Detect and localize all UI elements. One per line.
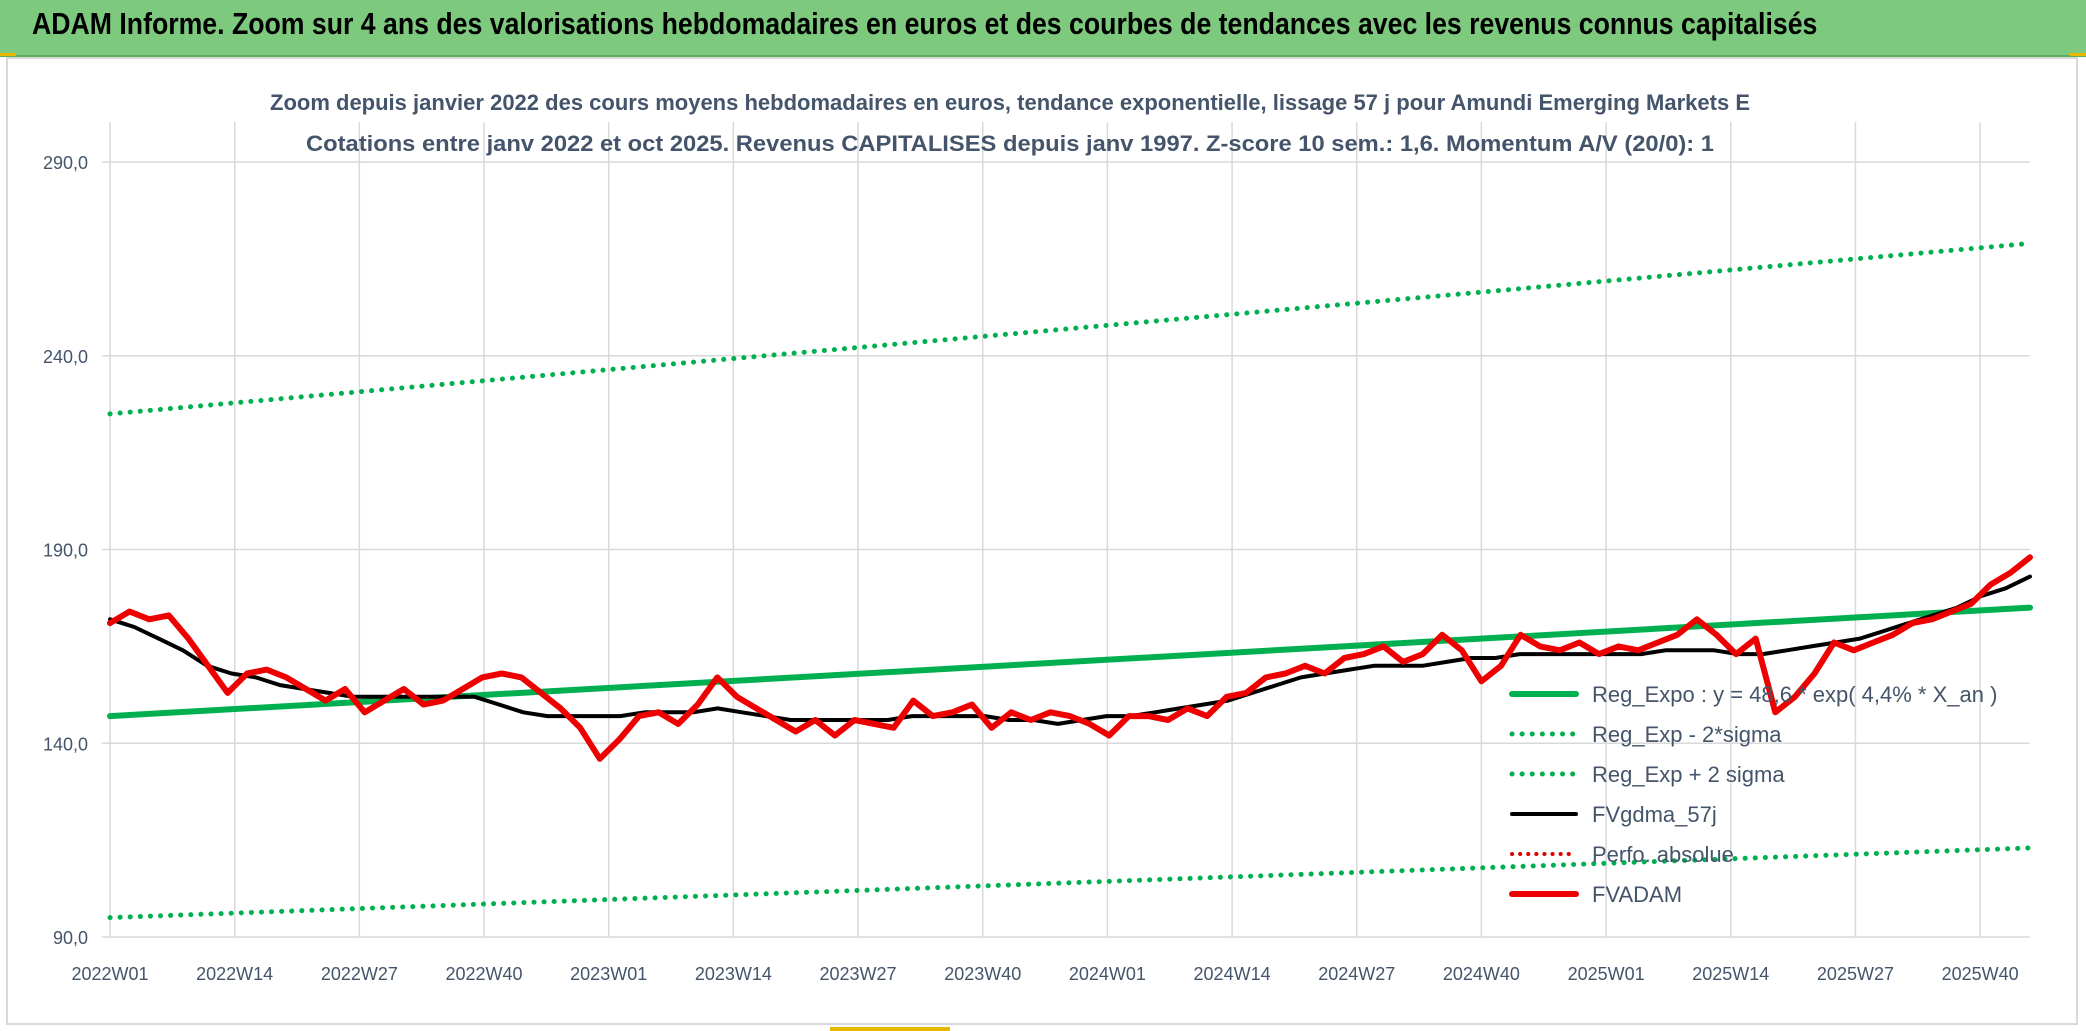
- banner-corner-left: [0, 53, 16, 56]
- x-tick-label: 2023W40: [944, 964, 1021, 984]
- y-tick-label: 140,0: [43, 734, 88, 754]
- header-banner: ADAM Informe. Zoom sur 4 ans des valoris…: [0, 0, 2086, 57]
- y-axis-ticks: 290,0 240,0 190,0 140,0 90,0: [43, 153, 88, 948]
- legend-label: Reg_Exp - 2*sigma: [1592, 722, 1782, 747]
- chart-subtitle: Cotations entre janv 2022 et oct 2025. R…: [306, 131, 1714, 156]
- chart-frame: [6, 57, 2078, 1025]
- x-tick-label: 2024W14: [1194, 964, 1271, 984]
- bottom-accent: [830, 1027, 950, 1031]
- legend-label: FVgdma_57j: [1592, 802, 1717, 827]
- legend-label: FVADAM: [1592, 882, 1682, 907]
- x-axis-ticks: 2022W01 2022W14 2022W27 2022W40 2023W01 2023W…: [71, 964, 2018, 984]
- x-tick-label: 2024W27: [1318, 964, 1395, 984]
- x-tick-label: 2025W01: [1568, 964, 1645, 984]
- x-tick-label: 2022W14: [196, 964, 273, 984]
- y-tick-label: 90,0: [53, 928, 88, 948]
- x-tick-label: 2023W27: [820, 964, 897, 984]
- x-tick-label: 2025W40: [1942, 964, 2019, 984]
- banner-title: ADAM Informe. Zoom sur 4 ans des valoris…: [32, 6, 1818, 41]
- legend: Reg_Expo : y = 48,6 * exp( 4,4% * X_an )…: [1509, 682, 1997, 907]
- x-tick-label: 2022W40: [445, 964, 522, 984]
- x-tick-label: 2023W01: [570, 964, 647, 984]
- x-tick-label: 2022W27: [321, 964, 398, 984]
- legend-label: Reg_Expo : y = 48,6 * exp( 4,4% * X_an ): [1592, 682, 1997, 707]
- x-tick-label: 2024W40: [1443, 964, 1520, 984]
- x-tick-label: 2024W01: [1069, 964, 1146, 984]
- grid-layer: [102, 122, 2030, 938]
- y-tick-label: 240,0: [43, 347, 88, 367]
- x-tick-label: 2025W14: [1692, 964, 1769, 984]
- y-tick-label: 290,0: [43, 153, 88, 173]
- y-tick-label: 190,0: [43, 541, 88, 561]
- series-line: [107, 240, 2033, 417]
- x-tick-label: 2022W01: [71, 964, 148, 984]
- series-line: [107, 554, 2033, 762]
- x-tick-label: 2025W27: [1817, 964, 1894, 984]
- series-line: [107, 845, 2033, 921]
- chart-title: Zoom depuis janvier 2022 des cours moyen…: [270, 90, 1750, 115]
- series-layer: [107, 240, 2033, 921]
- banner-corner-right: [2070, 53, 2086, 56]
- x-tick-label: 2023W14: [695, 964, 772, 984]
- legend-label: Reg_Exp + 2 sigma: [1592, 762, 1785, 787]
- series-line: [108, 574, 2032, 726]
- legend-label: Perfo. absolue: [1592, 842, 1734, 867]
